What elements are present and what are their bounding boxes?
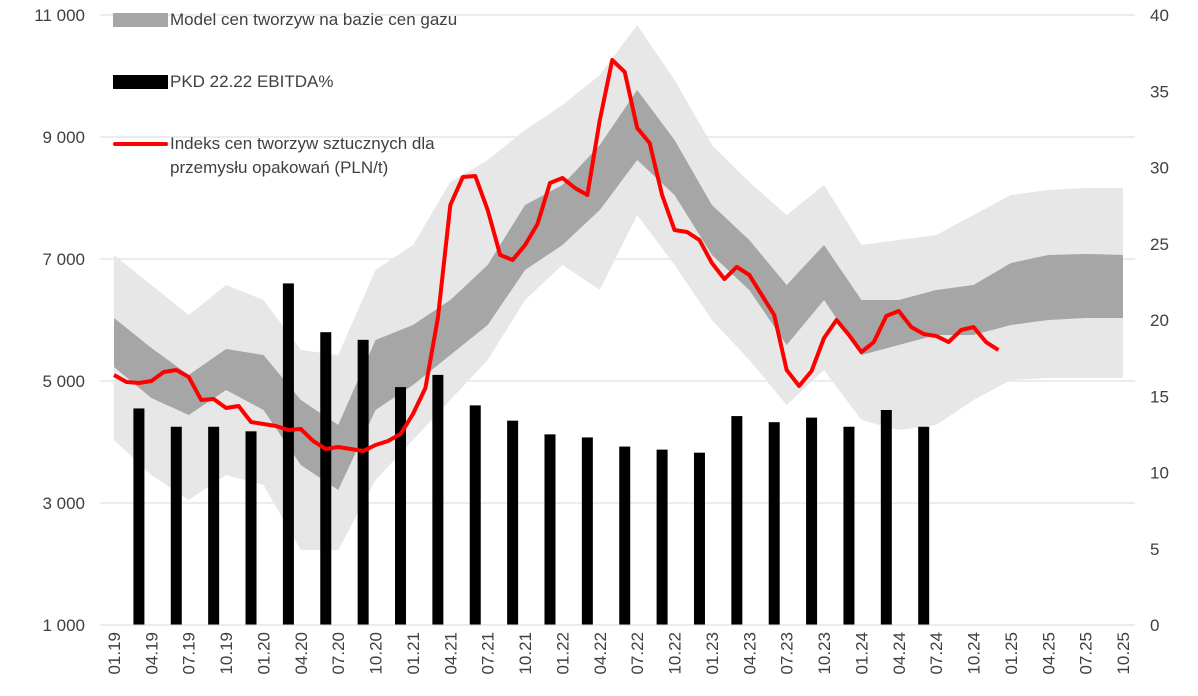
y2-tick-label: 5 — [1150, 540, 1159, 559]
bar — [544, 434, 556, 625]
x-tick-label: 04.20 — [292, 632, 311, 675]
y2-tick-label: 25 — [1150, 235, 1169, 254]
bar — [768, 422, 780, 625]
x-tick-label: 01.22 — [553, 632, 572, 675]
bar — [806, 417, 818, 625]
bar — [395, 387, 407, 625]
y2-tick-label: 40 — [1150, 6, 1169, 25]
legend-swatch — [113, 75, 168, 89]
x-tick-label: 10.19 — [217, 632, 236, 675]
x-tick-label: 07.25 — [1077, 632, 1096, 675]
bar — [170, 426, 182, 625]
x-tick-label: 01.20 — [254, 632, 273, 675]
y-tick-label: 5 000 — [42, 372, 85, 391]
bar — [133, 408, 145, 625]
x-tick-label: 04.24 — [890, 632, 909, 675]
x-tick-label: 07.20 — [329, 632, 348, 675]
x-tick-label: 10.21 — [516, 632, 535, 675]
x-tick-label: 04.22 — [591, 632, 610, 675]
x-tick-label: 04.21 — [441, 632, 460, 675]
x-tick-label: 01.21 — [404, 632, 423, 675]
bar — [245, 431, 257, 625]
legend-swatch — [113, 142, 168, 146]
y2-tick-label: 35 — [1150, 82, 1169, 101]
bar — [282, 283, 294, 625]
y-tick-label: 9 000 — [42, 128, 85, 147]
x-tick-label: 10.24 — [965, 632, 984, 675]
bar — [432, 374, 444, 625]
x-tick-label: 01.23 — [703, 632, 722, 675]
legend-item: PKD 22.22 EBITDA% — [113, 70, 510, 94]
bar — [880, 409, 892, 625]
bar — [656, 449, 668, 625]
y-tick-label: 1 000 — [42, 616, 85, 635]
bar — [619, 446, 631, 625]
x-tick-label: 07.23 — [778, 632, 797, 675]
y-tick-label: 11 000 — [34, 6, 85, 25]
x-tick-label: 10.20 — [367, 632, 386, 675]
bar — [507, 420, 519, 625]
bar — [731, 416, 743, 625]
x-tick-label: 07.22 — [628, 632, 647, 675]
y-tick-label: 3 000 — [42, 494, 85, 513]
x-tick-label: 04.23 — [740, 632, 759, 675]
x-tick-label: 01.24 — [852, 632, 871, 675]
line — [113, 58, 1000, 454]
x-tick-label: 04.25 — [1039, 632, 1058, 675]
x-tick-label: 10.23 — [815, 632, 834, 675]
bar — [843, 426, 855, 625]
x-tick-label: 10.22 — [666, 632, 685, 675]
legend-label: PKD 22.22 EBITDA% — [170, 72, 334, 91]
bar — [581, 437, 593, 625]
y2-tick-label: 10 — [1150, 464, 1169, 483]
y2-tick-label: 0 — [1150, 616, 1159, 635]
x-tick-label: 07.24 — [927, 632, 946, 675]
bar — [918, 426, 930, 625]
legend-item: Indeks cen tworzyw sztucznych dla przemy… — [113, 132, 510, 180]
bar — [693, 452, 705, 625]
y-tick-label: 7 000 — [42, 250, 85, 269]
x-tick-label: 07.21 — [479, 632, 498, 675]
y2-tick-label: 30 — [1150, 159, 1169, 178]
x-tick-label: 01.25 — [1002, 632, 1021, 675]
bar — [469, 405, 481, 625]
x-tick-label: 01.19 — [105, 632, 124, 675]
bar — [357, 339, 369, 625]
y2-tick-label: 15 — [1150, 387, 1169, 406]
x-tick-label: 10.25 — [1114, 632, 1133, 675]
legend-item: Model cen tworzyw na bazie cen gazu — [113, 8, 510, 32]
legend-label: Indeks cen tworzyw sztucznych dla przemy… — [170, 134, 435, 177]
x-tick-label: 07.19 — [180, 632, 199, 675]
legend-swatch — [113, 13, 168, 27]
y2-tick-label: 20 — [1150, 311, 1169, 330]
legend-label: Model cen tworzyw na bazie cen gazu — [170, 10, 458, 29]
x-tick-label: 04.19 — [142, 632, 161, 675]
bar — [320, 332, 332, 625]
bar — [208, 426, 220, 625]
